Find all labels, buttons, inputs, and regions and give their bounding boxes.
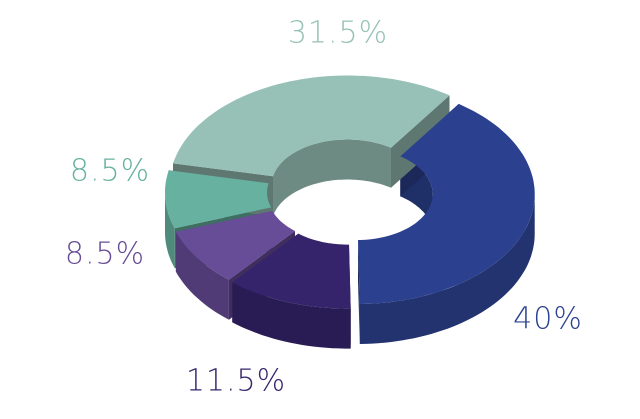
data-label: 31.5% <box>288 16 388 51</box>
outer-wall <box>359 194 535 344</box>
data-label: 11.5% <box>186 364 286 399</box>
data-label: 8.5% <box>65 237 145 272</box>
cut-face <box>358 240 360 344</box>
outer-wall <box>175 231 229 320</box>
outer-wall <box>232 282 351 349</box>
slice <box>232 233 351 309</box>
slice <box>358 103 535 305</box>
outer-wall <box>165 192 175 269</box>
inner-wall <box>273 139 391 217</box>
slice <box>165 170 272 229</box>
slice <box>173 75 450 177</box>
data-label: 40% <box>513 302 583 337</box>
slice <box>175 210 295 280</box>
data-label: 8.5% <box>70 154 150 189</box>
